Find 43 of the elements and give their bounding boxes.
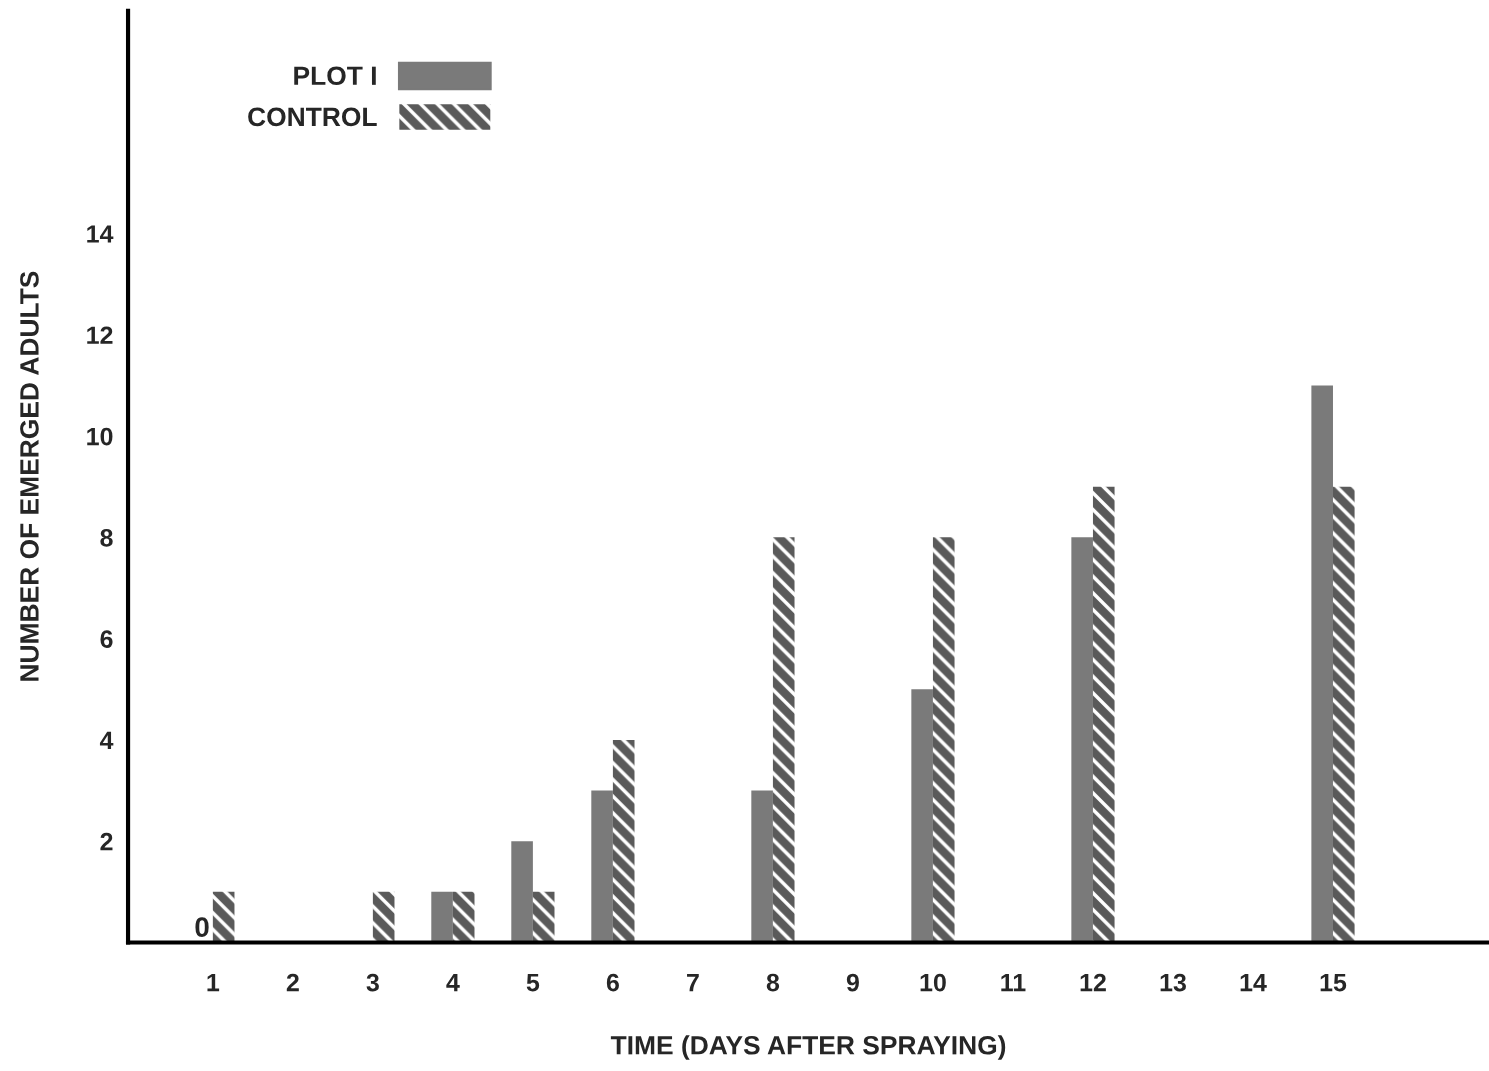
x-axis-title: TIME (DAYS AFTER SPRAYING): [610, 1035, 1006, 1060]
x-tick-label: 5: [526, 973, 540, 992]
x-tick-label: 7: [687, 973, 699, 992]
y-tick-label: 4: [99, 731, 114, 749]
legend-label: PLOT I: [294, 66, 376, 86]
x-tick-label: 14: [1240, 973, 1267, 992]
y-tick-label: 2: [100, 832, 113, 851]
bar: [212, 891, 235, 943]
bar: [1071, 537, 1093, 943]
x-tick-label: 3: [366, 973, 379, 992]
x-tick-label: 12: [1080, 973, 1106, 992]
y-tick-label: 14: [87, 225, 114, 243]
y-tick-label: 10: [87, 427, 113, 446]
x-tick-label: 15: [1320, 973, 1347, 992]
y-tick-label: 6: [100, 630, 113, 648]
bar: [591, 790, 613, 943]
x-tick-label: 11: [1001, 973, 1026, 992]
data-label: 0: [195, 917, 209, 937]
x-tick-label: 2: [286, 973, 299, 992]
bar: [932, 537, 955, 943]
bar: [1332, 486, 1355, 943]
x-tick-label: 10: [920, 973, 946, 992]
bar: [372, 891, 395, 943]
bar: [511, 841, 533, 943]
y-tick-label: 12: [87, 326, 113, 344]
bar: [532, 891, 555, 943]
y-tick-label: 8: [100, 528, 113, 547]
x-tick-label: 4: [446, 973, 460, 992]
bar: [612, 739, 635, 943]
x-tick-label: 9: [846, 973, 859, 992]
bar: [751, 790, 773, 943]
x-tick-label: 13: [1160, 973, 1186, 992]
bar: [772, 537, 795, 943]
x-tick-label: 6: [606, 973, 619, 992]
bar: [1092, 486, 1115, 943]
bar: [431, 891, 453, 943]
bar: [452, 891, 475, 943]
bar: [911, 689, 933, 943]
legend-label: CONTROL: [248, 107, 377, 127]
bar: [1311, 385, 1333, 943]
x-tick-label: 1: [207, 973, 220, 992]
y-axis-title: NUMBER OF EMERGED ADULTS: [20, 271, 39, 681]
x-tick-label: 8: [766, 973, 780, 992]
